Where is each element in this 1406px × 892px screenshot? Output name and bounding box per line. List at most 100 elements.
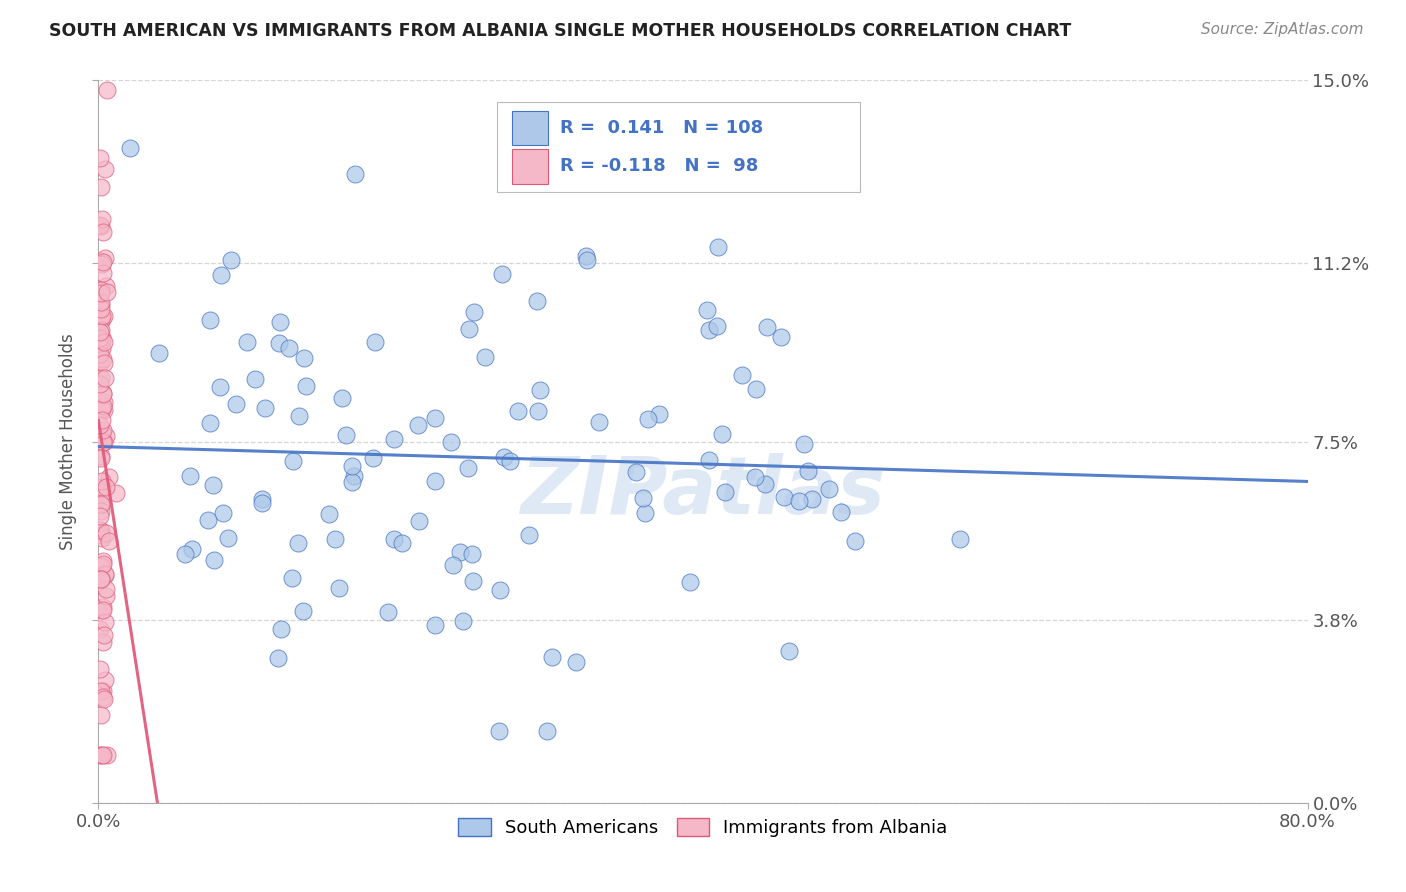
Point	[90, 301, 112, 316]
Point	[94, 566, 117, 581]
Point	[93, 395, 115, 409]
Point	[236, 334, 259, 349]
Point	[844, 533, 866, 548]
Point	[406, 418, 429, 433]
Point	[269, 315, 291, 329]
Point	[91, 600, 114, 615]
Point	[89, 331, 111, 345]
Point	[209, 379, 232, 393]
Point	[91, 603, 114, 617]
Point	[94, 278, 117, 293]
Point	[699, 323, 721, 337]
Point	[91, 434, 114, 449]
Point	[89, 523, 111, 537]
Point	[93, 355, 115, 369]
Point	[796, 465, 818, 479]
Point	[91, 554, 114, 568]
Point	[93, 673, 115, 687]
Point	[96, 582, 118, 597]
Point	[93, 627, 115, 641]
Point	[529, 383, 551, 397]
Point	[254, 401, 277, 416]
Point	[201, 478, 224, 492]
Point	[198, 417, 221, 431]
Point	[318, 508, 340, 522]
Point	[463, 574, 485, 588]
Point	[423, 618, 446, 632]
Point	[453, 614, 475, 628]
Point	[91, 413, 114, 427]
Point	[202, 553, 225, 567]
Point	[488, 723, 510, 738]
Point	[423, 475, 446, 489]
Point	[89, 377, 111, 392]
Point	[269, 335, 291, 350]
Point	[93, 692, 115, 706]
Point	[278, 341, 301, 355]
Point	[710, 426, 733, 441]
Point	[270, 622, 292, 636]
Point	[94, 589, 117, 603]
Point	[198, 313, 221, 327]
Point	[94, 480, 117, 494]
Point	[96, 747, 118, 762]
Point	[697, 453, 720, 467]
Point	[292, 351, 315, 365]
Point	[93, 402, 115, 417]
Point	[323, 532, 346, 546]
Point	[89, 418, 111, 433]
Point	[91, 334, 114, 348]
Point	[90, 572, 112, 586]
Point	[90, 497, 112, 511]
Point	[696, 302, 718, 317]
Point	[91, 474, 114, 488]
Point	[489, 583, 512, 598]
Point	[631, 491, 654, 505]
Point	[91, 747, 114, 762]
Point	[332, 392, 354, 406]
Point	[449, 545, 471, 559]
Point	[93, 309, 115, 323]
Text: R =  0.141   N = 108: R = 0.141 N = 108	[561, 119, 763, 137]
Point	[91, 400, 114, 414]
Point	[295, 378, 318, 392]
Point	[174, 547, 197, 561]
Point	[91, 747, 114, 762]
Point	[91, 266, 114, 280]
Point	[90, 524, 112, 538]
Point	[94, 525, 117, 540]
Point	[91, 310, 114, 324]
Point	[90, 180, 112, 194]
Point	[90, 528, 112, 542]
Point	[93, 225, 115, 239]
Point	[474, 350, 496, 364]
Point	[90, 323, 112, 337]
Point	[96, 285, 118, 299]
Point	[90, 219, 112, 233]
Point	[91, 690, 114, 704]
Point	[104, 486, 127, 500]
Point	[769, 330, 792, 344]
Point	[90, 330, 112, 344]
Point	[90, 708, 112, 723]
Point	[377, 606, 399, 620]
Point	[90, 559, 112, 574]
Point	[565, 656, 588, 670]
Legend: South Americans, Immigrants from Albania: South Americans, Immigrants from Albania	[451, 811, 955, 845]
Point	[440, 434, 463, 449]
Point	[517, 528, 540, 542]
Point	[335, 428, 357, 442]
Point	[89, 347, 111, 361]
Point	[292, 604, 315, 618]
Point	[731, 368, 754, 382]
Point	[744, 470, 766, 484]
Point	[328, 581, 350, 595]
Point	[97, 470, 120, 484]
Point	[90, 560, 112, 574]
Point	[754, 476, 776, 491]
Point	[89, 218, 111, 232]
Point	[89, 356, 111, 370]
Point	[526, 294, 548, 309]
Point	[287, 536, 309, 550]
Point	[91, 312, 114, 326]
